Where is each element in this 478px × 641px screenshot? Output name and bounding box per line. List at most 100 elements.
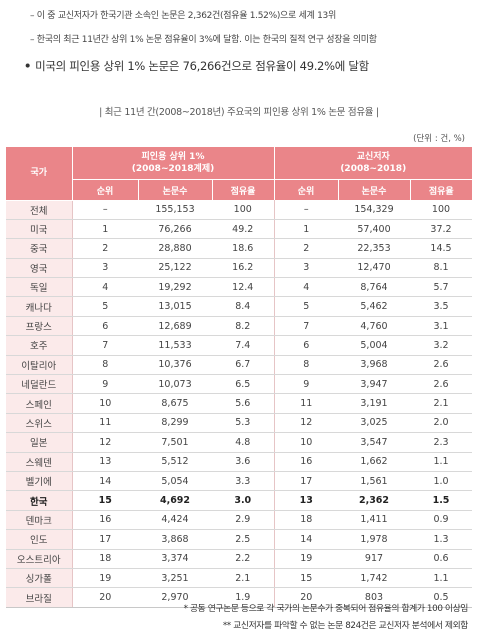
country-cell: 영국	[6, 258, 72, 279]
corr-share-cell: 2.1	[410, 393, 472, 414]
corr-rank-cell: 8	[273, 355, 338, 376]
top1-rank-cell: 14	[71, 471, 138, 492]
top1-rank-cell: 18	[71, 549, 138, 569]
header-group-corresponding: 교신저자 (2008~2018)	[273, 147, 472, 180]
country-cell: 미국	[6, 219, 72, 240]
top1-count-cell: 2,970	[138, 587, 212, 608]
corr-rank-cell: 13	[273, 490, 338, 511]
top1-count-cell: 25,122	[138, 258, 212, 279]
top1-rank-cell: 5	[71, 296, 138, 317]
top1-share-cell: 8.2	[212, 316, 274, 337]
top1-share-cell: 5.6	[212, 393, 274, 414]
table-row: 전체 –155,153 100–154,329 100	[6, 200, 472, 220]
table-row: 호주 7 11,533 7.4 6 5,004 3.2	[6, 335, 472, 356]
top1-count-cell: 4,424	[138, 510, 212, 531]
top1-share-cell: 49.2	[212, 219, 274, 240]
corr-rank-cell: 9	[273, 374, 338, 395]
table-row: 덴마크 16 4,424 2.9 18 1,411 0.9	[6, 510, 472, 531]
top1-rank-cell: 13	[71, 452, 138, 472]
footnote-2: ** 교신저자를 파악할 수 없는 논문 824건은 교신저자 분석에서 제외함	[222, 621, 469, 631]
top1-share-cell: 18.6	[212, 238, 274, 259]
corr-share-cell: 0.9	[410, 510, 472, 531]
country-cell: 전체	[6, 200, 72, 220]
top1-share-cell: 7.4	[212, 335, 274, 356]
top1-share-cell: 16.2	[212, 258, 274, 279]
country-cell: 덴마크	[6, 510, 72, 531]
corr-count-cell: 1,561	[338, 471, 410, 492]
corr-rank-cell: –	[273, 200, 338, 220]
top1-rank-cell: 9	[71, 374, 138, 395]
top1-count-cell: 12,689	[138, 316, 212, 337]
corr-share-cell: 2.6	[410, 374, 472, 395]
corr-rank-cell: 11	[273, 393, 338, 414]
top1-share-cell: 2.2	[212, 549, 274, 569]
corr-count-cell: 5,004	[338, 335, 410, 356]
top1-count-cell: 3,374	[138, 549, 212, 569]
corr-rank-cell: 12	[273, 413, 338, 434]
main-bullet-text: 미국의 피인용 상위 1% 논문은 76,266건으로 점유율이 49.2%에 …	[35, 59, 369, 73]
country-cell: 일본	[6, 432, 72, 453]
corr-share-cell: 3.1	[410, 316, 472, 337]
corr-count-cell: 22,353	[338, 238, 410, 259]
table-row: 미국 1 76,266 49.2 1 57,400 37.2	[6, 219, 472, 240]
top1-count-cell: 76,266	[138, 219, 212, 240]
citation-share-table: 국가 피인용 상위 1% (2008~2018계제) 교신저자 (2008~20…	[6, 147, 472, 608]
top1-rank-cell: 6	[71, 316, 138, 337]
country-cell: 오스트리아	[6, 549, 72, 569]
top1-share-cell: 12.4	[212, 277, 274, 298]
corr-rank-cell: 19	[273, 549, 338, 569]
corr-share-cell: 3.5	[410, 296, 472, 317]
corr-count-cell: 917	[338, 549, 410, 569]
corr-count-cell: 4,760	[338, 316, 410, 337]
unit-label: (단위 : 건, %)	[413, 134, 465, 144]
table-row: 일본 12 7,501 4.8 10 3,547 2.3	[6, 432, 472, 453]
footnote-1: * 공동 연구논문 등으로 각 국가의 논문수가 중복되어 점유율의 합계가 1…	[183, 604, 469, 614]
country-cell: 캐나다	[6, 296, 72, 317]
corr-rank-cell: 18	[273, 510, 338, 531]
corr-rank-cell: 2	[273, 238, 338, 259]
corr-count-cell: 2,362	[338, 490, 410, 511]
top1-share-cell: 5.3	[212, 413, 274, 434]
top1-rank-cell: 1	[71, 219, 138, 240]
main-bullet: • 미국의 피인용 상위 1% 논문은 76,266건으로 점유율이 49.2%에…	[24, 58, 369, 74]
table-row: 영국 3 25,122 16.2 3 12,470 8.1	[6, 258, 472, 279]
corr-share-cell: 0.6	[410, 549, 472, 569]
top1-rank-cell: 10	[71, 393, 138, 414]
top1-share-cell: 3.6	[212, 452, 274, 472]
corr-count-cell: 3,191	[338, 393, 410, 414]
top1-count-cell: 5,054	[138, 471, 212, 492]
corr-count-cell: 3,947	[338, 374, 410, 395]
corr-rank-cell: 7	[273, 316, 338, 337]
table-row: 캐나다 5 13,015 8.4 5 5,462 3.5	[6, 296, 472, 317]
table-row: 네덜란드 9 10,073 6.5 9 3,947 2.6	[6, 374, 472, 395]
corr-count-cell: 3,025	[338, 413, 410, 434]
top1-rank-cell: 15	[71, 490, 138, 511]
top1-share-cell: 6.5	[212, 374, 274, 395]
table-row: 중국 2 28,880 18.6 2 22,353 14.5	[6, 238, 472, 259]
corr-count-cell: 8,764	[338, 277, 410, 298]
header-share-2: 점유율	[410, 179, 472, 200]
top1-rank-cell: 20	[71, 587, 138, 608]
top1-rank-cell: 4	[71, 277, 138, 298]
top1-rank-cell: 16	[71, 510, 138, 531]
corr-count-cell: 1,662	[338, 452, 410, 472]
table-row: 독일 4 19,292 12.4 4 8,764 5.7	[6, 277, 472, 298]
country-cell: 네덜란드	[6, 374, 72, 395]
top1-count-cell: 10,376	[138, 355, 212, 376]
top1-count-cell: 3,868	[138, 529, 212, 550]
corr-share-cell: 14.5	[410, 238, 472, 259]
corr-share-cell: 0.5	[410, 587, 472, 608]
corr-count-cell: 5,462	[338, 296, 410, 317]
corr-share-cell: 8.1	[410, 258, 472, 279]
country-cell: 중국	[6, 238, 72, 259]
corr-share-cell: 1.1	[410, 452, 472, 472]
top1-rank-cell: 19	[71, 568, 138, 589]
corr-count-cell: 57,400	[338, 219, 410, 240]
header-count-2: 논문수	[338, 179, 411, 200]
country-cell: 스웨덴	[6, 452, 72, 472]
corr-count-cell: 12,470	[338, 258, 410, 279]
table-row: 브라질 20 2,970 1.9 20 803 0.5	[6, 587, 472, 608]
top1-count-cell: 155,153	[138, 200, 212, 220]
top1-rank-cell: 17	[71, 529, 138, 550]
top1-count-cell: 10,073	[138, 374, 212, 395]
